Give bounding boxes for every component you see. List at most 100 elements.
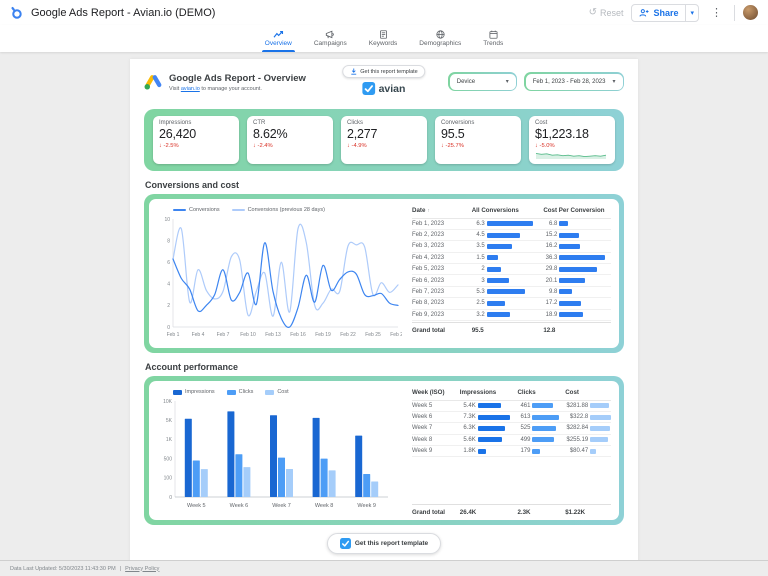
column-header[interactable]: Date ↑ xyxy=(412,206,430,214)
tab-trends[interactable]: Trends xyxy=(480,25,506,52)
column-header[interactable]: Clicks xyxy=(517,388,536,396)
data-bar xyxy=(590,403,610,409)
get-template-button-bottom[interactable]: Get this report template xyxy=(326,532,442,554)
tab-demographics[interactable]: Demographics xyxy=(416,25,464,52)
metric-label: Cost xyxy=(535,120,548,126)
table-cell: 6.3 xyxy=(472,221,544,227)
table-cell: $281.88 xyxy=(565,403,611,409)
table-cell: 9.8 xyxy=(543,289,611,295)
column-header[interactable]: Week (ISO) xyxy=(412,388,445,396)
scorecard-impressions: Impressions 26,420 ↓ -2.5% xyxy=(153,116,239,164)
account-chart-box: Impressions Clicks Cost 0 100 500 1K 5K 10K We… xyxy=(157,386,402,516)
svg-text:0: 0 xyxy=(167,324,170,330)
tab-overview[interactable]: Overview xyxy=(261,25,295,52)
table-cell: 613 xyxy=(517,414,565,420)
cell-value: 6.8 xyxy=(548,220,558,227)
cell-value: 179 xyxy=(520,448,531,455)
share-button[interactable]: Share ▾ xyxy=(631,3,699,22)
data-bar xyxy=(486,278,509,284)
cell-value: 1.5 xyxy=(476,254,485,261)
table-header: Week (ISO) Impressions Clicks Cost xyxy=(412,386,611,401)
row-label: Feb 7, 2023 xyxy=(412,288,445,295)
table-cell: 3 xyxy=(472,278,544,284)
scorecard-clicks: Clicks 2,277 ↓ -4.9% xyxy=(341,116,427,164)
row-label: Week 6 xyxy=(412,414,433,421)
looker-studio-logo-icon[interactable] xyxy=(10,6,23,19)
user-avatar[interactable] xyxy=(743,5,758,20)
table-row: Feb 8, 2023 2.5 17.2 xyxy=(412,298,611,310)
tab-campaigns[interactable]: Campaigns xyxy=(311,25,350,52)
data-bar xyxy=(486,266,502,272)
legend-item: Conversions xyxy=(173,207,220,213)
avian-logo-icon xyxy=(339,537,351,549)
section-title-account: Account performance xyxy=(145,361,239,372)
data-bar xyxy=(532,403,553,409)
column-header[interactable]: Cost xyxy=(565,388,579,396)
cell-value: 3.5 xyxy=(476,243,485,250)
data-bar xyxy=(486,232,520,238)
metric-delta: ↓ -5.0% xyxy=(535,142,555,149)
table-cell: 1.8K xyxy=(460,448,518,454)
row-label: Feb 9, 2023 xyxy=(412,311,445,318)
data-bar xyxy=(477,425,506,431)
data-bar xyxy=(590,437,608,443)
table-body: Week 5 5.4K 461 $281.88 Week 6 7.3K 613 $322.8 W… xyxy=(412,401,611,458)
legend-item: Conversions (previous 28 days) xyxy=(231,207,325,213)
privacy-policy-link[interactable]: Privacy Policy xyxy=(125,565,160,572)
svg-text:4: 4 xyxy=(167,281,170,287)
table-cell: 16.2 xyxy=(543,243,611,249)
data-bar xyxy=(559,221,568,227)
data-bar xyxy=(477,437,503,443)
table-cell: 29.8 xyxy=(543,266,611,272)
row-label: Feb 1, 2023 xyxy=(412,220,445,227)
data-bar xyxy=(486,289,526,295)
page-title: Google Ads Report - Overview xyxy=(169,73,306,84)
data-bar xyxy=(532,425,556,431)
table-cell: 2.5 xyxy=(472,300,544,306)
row-label: Feb 8, 2023 xyxy=(412,300,445,307)
more-options-button[interactable]: ⋮ xyxy=(711,7,722,19)
report-title: Google Ads Report - Avian.io (DEMO) xyxy=(31,6,216,19)
trending-up-icon xyxy=(273,29,284,39)
grand-total-value: 12.8 xyxy=(543,326,556,334)
row-label: Feb 6, 2023 xyxy=(412,277,445,284)
metric-value: 8.62% xyxy=(253,127,288,141)
row-label: Week 9 xyxy=(412,448,433,455)
table-body: Feb 1, 2023 6.3 6.8 Feb 2, 2023 4.5 15.2 Feb 3… xyxy=(412,219,611,321)
tab-keywords[interactable]: Keywords xyxy=(366,25,401,52)
column-header[interactable]: Cost Per Conversion xyxy=(543,206,605,214)
cell-value: 4.5 xyxy=(476,232,485,239)
cell-value: 2.5 xyxy=(476,300,485,307)
legend-item: Impressions xyxy=(173,389,215,395)
cost-sparkline xyxy=(535,152,607,159)
svg-text:1K: 1K xyxy=(166,437,173,443)
share-dropdown-caret[interactable]: ▾ xyxy=(685,4,698,21)
table-row: Feb 4, 2023 1.5 36.3 xyxy=(412,253,611,264)
cell-value: 1.8K xyxy=(463,448,476,455)
table-cell: 525 xyxy=(517,425,565,431)
cell-value: 18.9 xyxy=(545,311,558,318)
get-template-button-top[interactable]: Get this report template xyxy=(342,65,426,78)
row-label: Feb 2, 2023 xyxy=(412,232,445,239)
data-bar xyxy=(559,300,582,306)
table-row: Week 9 1.8K 179 $80.47 xyxy=(412,446,611,458)
column-header[interactable]: All Conversions xyxy=(471,206,519,214)
cell-value: 29.8 xyxy=(545,266,558,273)
svg-text:Feb 19: Feb 19 xyxy=(315,332,331,338)
date-range-picker[interactable]: Feb 1, 2023 - Feb 28, 2023 ▾ xyxy=(524,72,624,91)
conversions-line-chart: 0 2 4 6 8 10 Feb 1 Feb 4 Feb 7 Feb 10 Feb 13 Feb 16… xyxy=(164,216,406,338)
table-cell: 1.5 xyxy=(472,255,544,261)
reset-button[interactable]: ↺ Reset xyxy=(588,6,624,18)
avian-link[interactable]: avian.io xyxy=(180,86,200,92)
sort-ascending-icon: ↑ xyxy=(427,207,430,214)
column-header[interactable]: Impressions xyxy=(459,388,497,396)
row-label: Week 5 xyxy=(412,402,433,409)
metric-label: Clicks xyxy=(347,120,363,126)
grand-total-value: $1.22K xyxy=(565,508,586,516)
cell-value: 20.1 xyxy=(545,277,558,284)
table-cell: 20.1 xyxy=(543,278,611,284)
device-filter-dropdown[interactable]: Device ▾ xyxy=(448,72,518,91)
cell-value: 461 xyxy=(520,402,531,409)
svg-text:6: 6 xyxy=(167,260,170,266)
table-cell: 17.2 xyxy=(543,300,611,306)
